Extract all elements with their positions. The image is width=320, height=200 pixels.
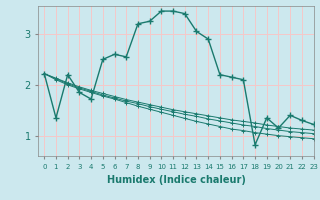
X-axis label: Humidex (Indice chaleur): Humidex (Indice chaleur) [107, 175, 245, 185]
